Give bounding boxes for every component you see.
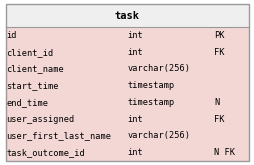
Text: int: int <box>127 115 143 124</box>
Text: task_outcome_id: task_outcome_id <box>6 148 85 157</box>
Text: int: int <box>127 148 143 157</box>
Text: N: N <box>213 98 219 107</box>
Text: client_id: client_id <box>6 48 53 57</box>
Text: int: int <box>127 48 143 57</box>
Text: PK: PK <box>213 31 224 40</box>
Text: N FK: N FK <box>213 148 234 157</box>
Bar <box>6 4 248 27</box>
Bar <box>6 27 248 161</box>
Text: task: task <box>115 11 139 21</box>
Text: id: id <box>6 31 17 40</box>
Text: FK: FK <box>213 48 224 57</box>
Text: timestamp: timestamp <box>127 81 174 90</box>
Text: FK: FK <box>213 115 224 124</box>
Text: int: int <box>127 31 143 40</box>
Text: client_name: client_name <box>6 65 64 73</box>
Text: user_first_last_name: user_first_last_name <box>6 131 111 140</box>
Text: varchar(256): varchar(256) <box>127 65 190 73</box>
Text: end_time: end_time <box>6 98 48 107</box>
Text: timestamp: timestamp <box>127 98 174 107</box>
Text: user_assigned: user_assigned <box>6 115 74 124</box>
Text: varchar(256): varchar(256) <box>127 131 190 140</box>
Text: start_time: start_time <box>6 81 59 90</box>
